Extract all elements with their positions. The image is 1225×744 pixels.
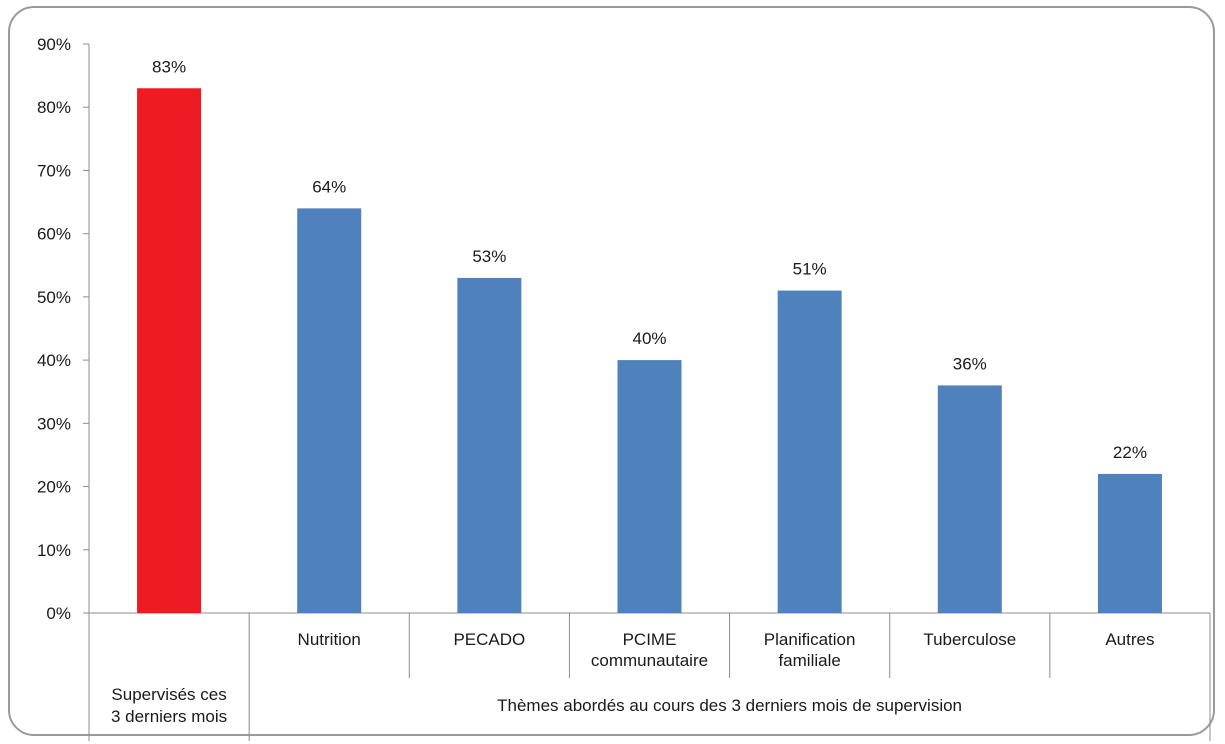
data-label: 53% bbox=[472, 247, 506, 266]
category-label: Autres bbox=[1105, 630, 1154, 649]
category-label: Supervisés ces bbox=[111, 685, 226, 704]
y-tick-label: 70% bbox=[37, 161, 71, 180]
bar bbox=[777, 290, 842, 613]
bars bbox=[137, 88, 1162, 613]
data-label: 51% bbox=[793, 260, 827, 279]
category-label: communautaire bbox=[591, 651, 708, 670]
labels: 83% Supervisés ces 3 derniers mois 64% Nutri… bbox=[111, 57, 1155, 726]
category-label: familiale bbox=[778, 651, 840, 670]
bar bbox=[137, 88, 202, 613]
data-label: 64% bbox=[312, 177, 346, 196]
bar bbox=[1097, 473, 1162, 613]
bar bbox=[297, 208, 362, 613]
y-tick-label: 40% bbox=[37, 351, 71, 370]
y-tick-label: 0% bbox=[46, 604, 71, 623]
y-tick-label: 10% bbox=[37, 541, 71, 560]
category-label: 3 derniers mois bbox=[111, 707, 227, 726]
category-label: PCIME bbox=[623, 630, 677, 649]
chart-frame bbox=[8, 6, 1215, 736]
axes: 0% 10% 20% 30% 40% 50% 60% 70% 80% 90% bbox=[37, 35, 1211, 741]
group-label: Thèmes abordés au cours des 3 derniers m… bbox=[497, 696, 962, 715]
data-label: 83% bbox=[152, 57, 186, 76]
data-label: 40% bbox=[632, 329, 666, 348]
data-label: 22% bbox=[1113, 443, 1147, 462]
y-tick-label: 90% bbox=[37, 35, 71, 54]
category-label: Planification bbox=[764, 630, 856, 649]
bar bbox=[617, 360, 682, 613]
bar bbox=[937, 385, 1002, 613]
category-label: PECADO bbox=[453, 630, 525, 649]
category-label: Tuberculose bbox=[923, 630, 1016, 649]
y-tick-label: 60% bbox=[37, 225, 71, 244]
y-tick-label: 50% bbox=[37, 288, 71, 307]
category-label: Nutrition bbox=[298, 630, 361, 649]
y-tick-label: 80% bbox=[37, 98, 71, 117]
y-tick-label: 30% bbox=[37, 414, 71, 433]
y-tick-label: 20% bbox=[37, 478, 71, 497]
data-label: 36% bbox=[953, 354, 987, 373]
bar bbox=[457, 277, 522, 613]
